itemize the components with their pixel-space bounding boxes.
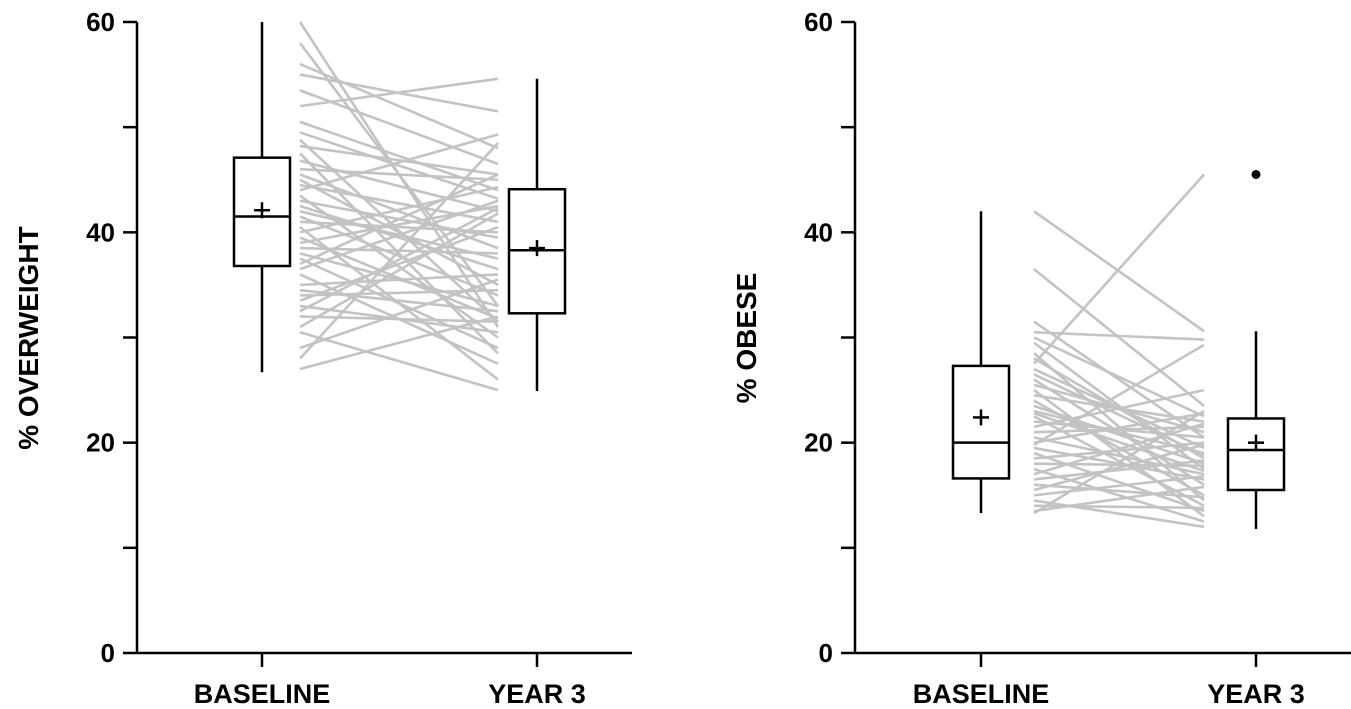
- y-tick-label: 0: [819, 638, 833, 668]
- outlier-point: [1251, 169, 1261, 179]
- x-category-label: YEAR 3: [1207, 679, 1305, 709]
- paired-line: [299, 212, 499, 329]
- paired-line: [1033, 173, 1205, 365]
- y-tick-label: 0: [101, 638, 115, 668]
- y-tick-label: 20: [804, 428, 833, 458]
- paired-line: [299, 159, 499, 213]
- paired-line: [1033, 343, 1205, 446]
- paired-line: [1033, 483, 1205, 499]
- paired-line: [299, 315, 499, 324]
- paired-line: [1033, 388, 1205, 429]
- paired-line: [1033, 462, 1205, 468]
- paired-lines: [298, 21, 500, 392]
- iqr-box: [951, 364, 1011, 480]
- y-axis-label: % OBESE: [731, 273, 762, 404]
- paired-line: [299, 178, 499, 287]
- box-year-3: [507, 78, 567, 392]
- y-tick-label: 40: [86, 217, 115, 247]
- paired-line: [1033, 210, 1205, 333]
- paired-line: [1033, 341, 1205, 471]
- paired-line: [299, 315, 499, 371]
- paired-line: [1033, 459, 1205, 481]
- y-tick-label: 60: [86, 7, 115, 37]
- paired-line: [1033, 411, 1205, 444]
- paired-line: [1033, 441, 1205, 460]
- paired-line: [299, 225, 499, 302]
- paired-line: [1033, 373, 1205, 457]
- paired-line: [1033, 404, 1205, 465]
- paired-line: [299, 142, 499, 360]
- paired-line: [299, 330, 499, 392]
- paired-line: [1033, 443, 1205, 492]
- paired-line: [1033, 467, 1205, 523]
- x-category-label: BASELINE: [913, 679, 1050, 709]
- paired-line: [299, 199, 499, 271]
- paired-line: [1033, 485, 1205, 513]
- paired-line: [299, 185, 499, 234]
- y-tick-label: 20: [86, 428, 115, 458]
- paired-line: [299, 278, 499, 350]
- paired-line: [299, 173, 499, 250]
- paired-line: [1033, 411, 1205, 473]
- paired-line: [299, 77, 499, 108]
- paired-line: [1033, 475, 1205, 497]
- paired-line: [1033, 436, 1205, 476]
- box-year-3: [1226, 169, 1286, 529]
- iqr-box: [1226, 417, 1286, 492]
- box-baseline: [951, 211, 1011, 514]
- paired-line: [299, 133, 499, 192]
- paired-line: [1033, 422, 1205, 476]
- y-axis-label: % OVERWEIGHT: [13, 226, 44, 450]
- paired-line: [299, 204, 499, 271]
- y-tick-label: 40: [804, 217, 833, 247]
- paired-line: [299, 257, 499, 350]
- paired-line: [299, 131, 499, 200]
- paired-line: [299, 173, 499, 266]
- box-baseline: [232, 22, 292, 373]
- paired-line: [299, 215, 499, 297]
- paired-line: [1033, 410, 1205, 515]
- paired-line: [1033, 268, 1205, 407]
- x-category-label: BASELINE: [194, 679, 331, 709]
- overweight-panel: 0 20 40 60 % OVERWEIGHT BASELINE YEAR 3: [13, 7, 632, 709]
- paired-line: [299, 236, 499, 320]
- paired-line: [299, 144, 499, 176]
- paired-line: [299, 120, 499, 192]
- paired-line: [299, 273, 499, 287]
- iqr-box: [232, 156, 292, 268]
- paired-line: [1033, 336, 1205, 418]
- paired-line: [299, 183, 499, 224]
- paired-line: [299, 206, 499, 313]
- x-category-label: YEAR 3: [488, 679, 586, 709]
- obese-panel: 0 20 40 60 % OBESE BASELINE YEAR 3: [731, 7, 1351, 709]
- y-tick-label: 60: [804, 7, 833, 37]
- paired-lines: [1033, 173, 1205, 529]
- paired-line: [299, 62, 499, 150]
